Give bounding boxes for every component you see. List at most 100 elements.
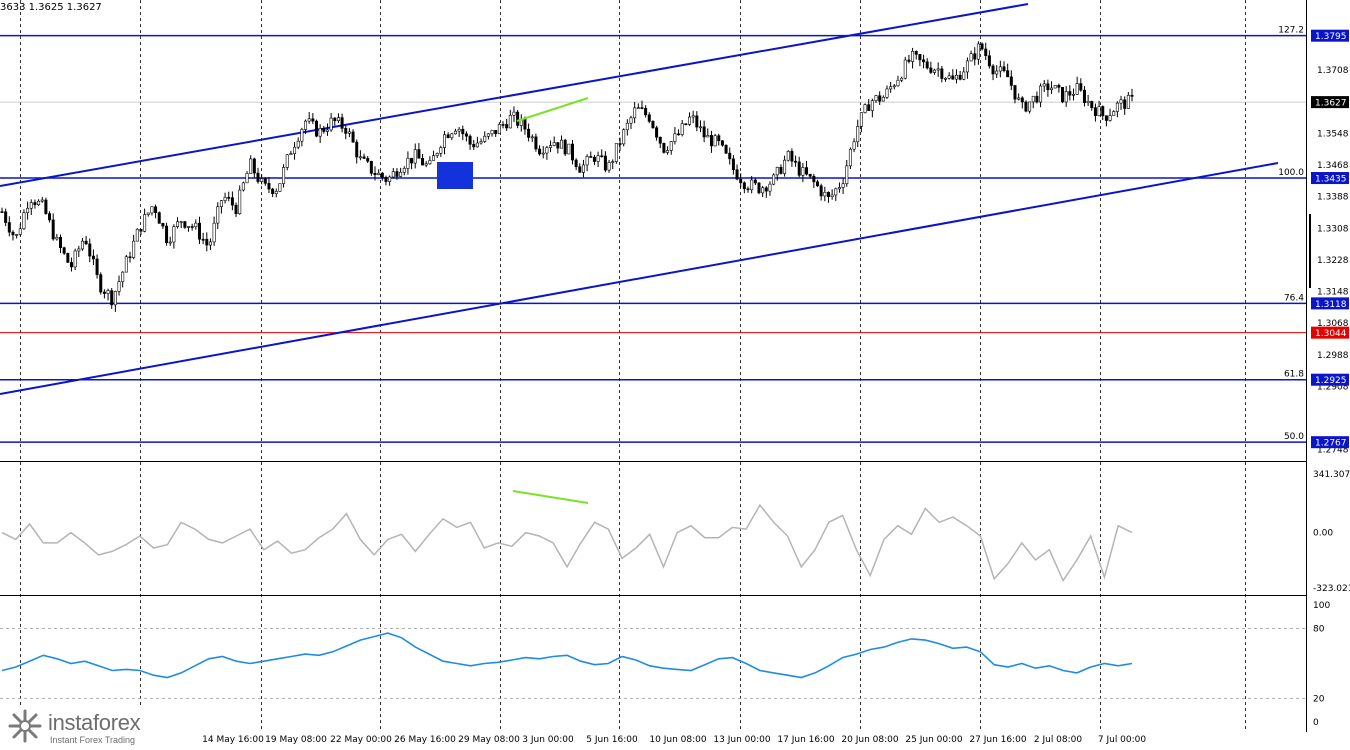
candle (282, 164, 286, 188)
time-tick-label: 19 May 08:00 (265, 735, 327, 745)
candle (794, 155, 798, 167)
candle (267, 176, 271, 194)
candle-body (592, 156, 596, 162)
candle-body (329, 117, 333, 131)
candle-body (1086, 100, 1090, 103)
candle-body (322, 128, 326, 132)
candle-body (377, 172, 381, 176)
candle (841, 178, 845, 195)
candle-body (468, 135, 472, 145)
candle-body (344, 128, 348, 134)
candle (208, 238, 212, 251)
candle-body (936, 68, 940, 71)
candle (1123, 96, 1127, 115)
candle (655, 125, 659, 141)
logo-tagline: Instant Forex Trading (50, 735, 136, 745)
candle (179, 220, 183, 229)
candle-body (464, 133, 468, 137)
candle-body (230, 197, 234, 206)
candle-body (450, 133, 454, 139)
candle (1039, 83, 1043, 108)
candle (505, 118, 509, 131)
candle (479, 138, 483, 145)
candle-body (1130, 95, 1134, 97)
candle (132, 234, 136, 260)
candle-body (614, 143, 618, 162)
candle-body (534, 136, 538, 150)
candle (720, 140, 724, 147)
candle-body (589, 156, 593, 158)
candle-body (523, 118, 527, 130)
candle (940, 65, 944, 83)
candle-body (841, 183, 845, 188)
candle-body (318, 128, 322, 137)
candle (40, 196, 44, 203)
candle-body (212, 222, 216, 243)
candle-body (724, 144, 728, 154)
rsi-tick-label: 100 (1313, 601, 1330, 611)
candle (724, 144, 728, 155)
candle-body (801, 167, 805, 176)
candle (614, 143, 618, 164)
candle (1068, 85, 1072, 101)
candle (859, 112, 863, 133)
candle-body (128, 256, 132, 259)
candle (121, 271, 125, 288)
candle (69, 257, 73, 272)
candle-body (1009, 76, 1013, 86)
candle (907, 54, 911, 64)
candle-body (1013, 85, 1017, 100)
candle-body (1024, 101, 1028, 112)
candle (48, 211, 52, 223)
candle (987, 50, 991, 69)
candle (980, 42, 984, 51)
candle-body (655, 127, 659, 138)
candle (51, 213, 55, 241)
candle-body (146, 212, 150, 215)
candle (688, 112, 692, 126)
candle (384, 175, 388, 186)
candle (695, 111, 699, 132)
candle-body (157, 212, 161, 224)
candle-body (271, 188, 275, 194)
candle-body (563, 139, 567, 155)
candle-body (954, 74, 958, 80)
candle-body (391, 171, 395, 178)
candle-body (779, 167, 783, 174)
candle (128, 251, 132, 263)
cci-line (1, 503, 1133, 583)
candle (37, 199, 41, 206)
price-tick-label: 1.3308 (1317, 224, 1349, 234)
candle-body (973, 53, 977, 60)
candle-body (373, 173, 377, 176)
annotations (437, 97, 589, 504)
candle-body (772, 174, 776, 185)
candle-body (1035, 95, 1039, 103)
candle-body (848, 148, 852, 167)
candle-body (826, 191, 830, 198)
level-tag-text: 1.2767 (1315, 439, 1347, 449)
candle-body (541, 152, 545, 155)
candle-body (1031, 95, 1035, 103)
trend-channel (0, 3, 1279, 395)
candle (556, 142, 560, 154)
candle-body (530, 136, 534, 139)
candle-body (55, 236, 59, 240)
candle (779, 164, 783, 175)
level-tag (1311, 297, 1349, 310)
time-tick-label: 22 May 00:00 (330, 735, 392, 745)
candle (461, 125, 465, 141)
candle-body (15, 234, 19, 236)
candle (1061, 86, 1065, 104)
candle-body (1079, 83, 1083, 91)
candle-body (347, 131, 351, 134)
candle (1090, 100, 1094, 111)
candle (658, 136, 662, 149)
candle-body (102, 291, 106, 294)
candle (263, 177, 267, 186)
candle-body (80, 240, 84, 250)
level-tag (1311, 172, 1349, 185)
candle-body (622, 129, 626, 145)
candle (135, 228, 139, 242)
